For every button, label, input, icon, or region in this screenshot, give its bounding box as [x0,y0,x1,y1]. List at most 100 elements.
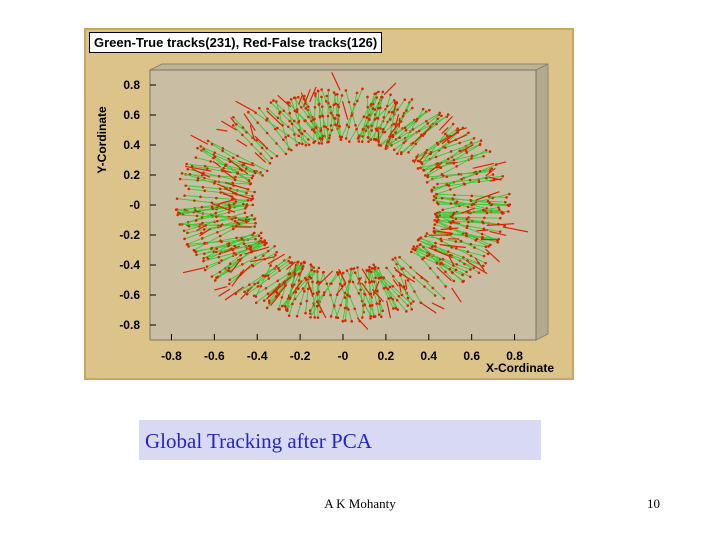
false-track [336,283,347,294]
track-hit [215,219,219,223]
track-hit [391,297,395,301]
track-hit [251,264,255,268]
track-hit [425,119,428,123]
false-track [316,301,327,319]
track-hit [218,270,222,274]
track-hit [313,140,317,143]
track-hit [317,290,321,294]
track-hit [266,274,270,277]
track-hit [306,105,310,108]
track-hit [482,254,486,258]
track-hit [368,118,371,121]
track-hit [254,221,257,225]
track-hit [235,236,238,240]
false-track [267,284,281,297]
track-hit [301,142,304,146]
false-track [293,263,297,278]
track-hit [419,160,423,164]
track-hit [366,125,370,129]
track-hit [379,276,383,279]
track-hit [307,143,311,147]
track-hit [441,208,445,212]
track-hit [377,313,381,316]
track-hit [390,110,394,114]
track-hit [314,126,318,130]
track-hit [376,106,380,110]
track-hit [261,174,264,177]
track-hit [216,275,220,279]
track-hit [253,190,256,194]
x-tick-label: 0.2 [378,349,395,363]
track-hit [250,143,253,146]
track-hit [382,276,386,279]
false-track [275,286,286,299]
track-hit [449,215,453,218]
false-track [485,248,500,263]
track-hit [463,183,466,186]
track-hit [411,247,415,251]
track-hit [419,236,423,239]
track-hit [227,244,231,247]
track-hit [371,107,375,110]
track-hit [242,242,246,246]
track-hit [484,148,488,152]
false-track [223,245,241,254]
track-hit [232,202,236,206]
track-hit [475,172,479,176]
track-hit [267,299,271,303]
track-hit [284,135,287,139]
track-hit [505,196,508,199]
track-hit [383,130,387,134]
track-hit [403,126,407,130]
track-hit [332,91,336,94]
track-hit [433,223,437,226]
track-hit [438,111,442,115]
track-hit [202,228,206,231]
track-hit [353,271,357,275]
track-hit [231,156,235,160]
false-track [455,127,467,132]
track-hit [506,210,510,213]
false-track [476,229,489,232]
track-hit [385,266,388,270]
track-hit [473,246,476,249]
track-hit [370,124,373,128]
track-hit [312,118,315,121]
track-hit [203,242,206,245]
track-hit [251,174,255,178]
track-hit [196,177,200,180]
track-hit [244,167,248,170]
track-hit [497,238,500,241]
false-track [220,168,237,181]
track-hit [353,102,356,106]
track-hit [377,90,380,94]
track-hit [317,266,321,270]
false-track [428,247,453,259]
track-hit [303,289,306,293]
track-hit [508,192,511,196]
track-hit [266,292,270,295]
y-tick-label: -0.2 [119,228,140,242]
track-hit [434,196,438,200]
track-hit [339,136,343,139]
false-track [286,261,296,271]
track-hit [360,140,364,143]
track-hit [211,207,215,211]
false-track [413,153,419,164]
track-hit [482,208,485,212]
false-track [448,221,461,225]
track-hit [482,264,485,268]
track-hit [241,263,244,266]
track-hit [274,127,277,131]
track-hit [254,301,258,305]
track-hit [435,122,438,126]
track-hit [288,119,291,123]
track-hit [218,252,222,255]
false-track [377,126,380,146]
track-hit [227,211,231,214]
false-track [439,135,451,143]
track-hit [186,167,190,171]
track-hit [196,146,199,150]
track-hit [354,123,357,127]
